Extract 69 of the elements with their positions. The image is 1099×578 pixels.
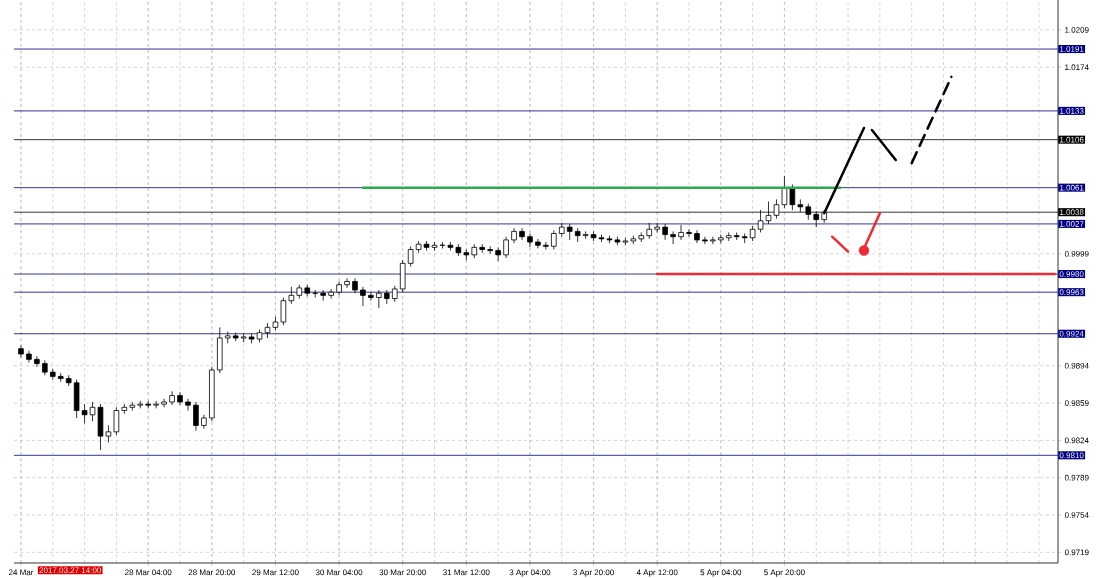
candlestick bbox=[201, 414, 207, 430]
x-tick-label: 5 Apr 04:00 bbox=[700, 569, 742, 577]
x-tick-label: 5 Apr 20:00 bbox=[764, 569, 805, 577]
candlestick bbox=[34, 355, 40, 368]
ref-line-label: 1.0191 bbox=[1060, 46, 1084, 52]
ref-line-label: 0.9924 bbox=[1059, 330, 1084, 337]
ref-line-label: 1.0106 bbox=[1060, 136, 1084, 143]
candlestick bbox=[487, 245, 493, 255]
x-tick-label: 31 Mar 12:00 bbox=[443, 569, 490, 576]
x-tick-label: 3 Apr 20:00 bbox=[573, 569, 614, 577]
ref-line-label: 1.0027 bbox=[1060, 221, 1084, 227]
y-tick-label: 0.9719 bbox=[1064, 549, 1089, 556]
ref-line-label: 0.9810 bbox=[1059, 452, 1084, 459]
x-tick-label: 30 Mar 04:00 bbox=[315, 569, 363, 576]
candlestick bbox=[113, 406, 120, 436]
candlestick bbox=[18, 345, 24, 358]
candlestick bbox=[702, 236, 708, 245]
candlestick bbox=[26, 350, 32, 363]
ref-line-label: 1.0038 bbox=[1060, 209, 1084, 216]
candlestick bbox=[694, 229, 700, 244]
candlestick bbox=[527, 233, 533, 248]
candlestick bbox=[344, 277, 350, 289]
text: 2017.03.27 14:00 bbox=[39, 567, 102, 574]
x-tick-label: 28 Mar 20:00 bbox=[188, 569, 236, 576]
candlestick bbox=[368, 291, 374, 302]
y-tick-label: 0.9999 bbox=[1064, 250, 1089, 257]
ref-line-label: 1.0061 bbox=[1060, 184, 1084, 191]
candlestick bbox=[336, 281, 342, 296]
candlestick bbox=[81, 403, 88, 424]
y-tick-label: 1.0174 bbox=[1065, 64, 1089, 70]
candlestick bbox=[193, 401, 199, 432]
y-tick-label: 0.9859 bbox=[1064, 400, 1089, 406]
y-tick-label: 0.9754 bbox=[1064, 512, 1089, 518]
candlestick bbox=[280, 297, 287, 326]
x-tick-label: 3 Apr 04:00 bbox=[509, 569, 551, 577]
candlestick bbox=[503, 236, 509, 259]
candlestick bbox=[670, 230, 676, 245]
ref-line-label: 0.9980 bbox=[1059, 271, 1084, 277]
candlestick bbox=[543, 241, 549, 250]
candlestick bbox=[710, 236, 716, 245]
candlestick bbox=[407, 245, 414, 267]
candlestick bbox=[789, 184, 796, 211]
x-tick-label: 29 Mar 12:00 bbox=[252, 569, 299, 576]
candlestick bbox=[376, 289, 382, 309]
candlestick bbox=[328, 288, 334, 299]
x-tick-label: 30 Mar 20:00 bbox=[379, 569, 426, 576]
ref-line-label: 1.0133 bbox=[1060, 108, 1084, 114]
x-tick-label: 28 Mar 04:00 bbox=[125, 569, 172, 576]
candlestick bbox=[169, 390, 175, 406]
candlestick bbox=[733, 232, 740, 241]
candlestick bbox=[495, 246, 501, 262]
y-tick-label: 0.9789 bbox=[1064, 474, 1089, 481]
candlestick bbox=[582, 230, 589, 240]
candlestick bbox=[185, 398, 191, 411]
candlestick bbox=[686, 228, 692, 238]
x-tick-label: 4 Apr 12:00 bbox=[636, 569, 678, 577]
y-tick-label: 0.9824 bbox=[1064, 437, 1089, 444]
y-tick-label: 0.9894 bbox=[1064, 362, 1089, 369]
candlestick bbox=[662, 223, 668, 241]
candlestick bbox=[678, 224, 684, 241]
candlestick bbox=[519, 227, 525, 241]
candlestick bbox=[161, 398, 167, 408]
candlestick bbox=[177, 391, 183, 406]
candlestick bbox=[551, 229, 557, 250]
ref-line-label: 0.9963 bbox=[1059, 289, 1084, 295]
candlestick bbox=[360, 286, 366, 307]
candlestick bbox=[535, 238, 541, 249]
x-tick-label: 24 Mar bbox=[8, 569, 34, 576]
y-tick-label: 1.0209 bbox=[1065, 27, 1089, 33]
